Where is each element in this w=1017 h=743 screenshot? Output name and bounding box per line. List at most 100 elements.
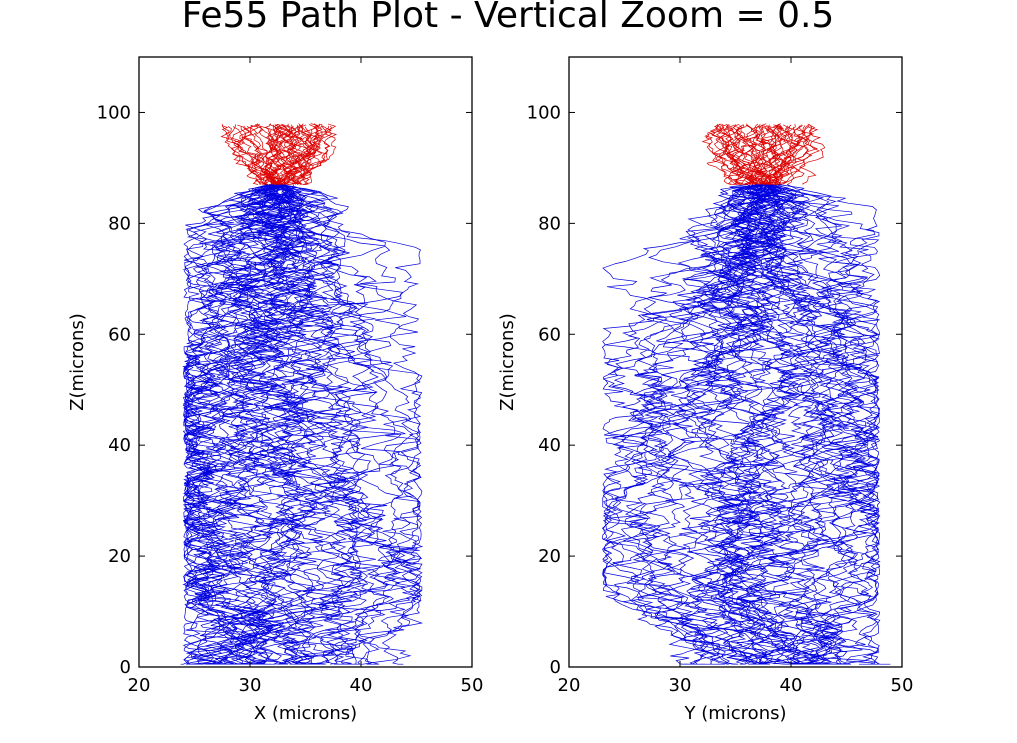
y-tick-label: 0 [550, 657, 561, 678]
red-path-trace [755, 125, 778, 185]
blue-path-trace [197, 184, 300, 665]
blue-path-trace [183, 184, 292, 665]
blue-path-trace [190, 184, 423, 665]
y-tick-label: 0 [120, 657, 131, 678]
red-path-trace [240, 126, 279, 185]
left-y-axis-label: Z(microns) [67, 313, 88, 411]
blue-path-trace [709, 184, 880, 665]
red-path-trace [255, 125, 289, 185]
x-tick-label: 50 [461, 675, 484, 696]
blue-path-trace [603, 184, 806, 665]
red-path-trace [761, 126, 775, 185]
red-path-trace [729, 124, 753, 185]
x-tick-label: 20 [128, 675, 151, 696]
blue-path-trace [603, 184, 805, 665]
red-path-trace [294, 125, 332, 185]
y-tick-label: 20 [108, 546, 131, 567]
red-path-trace [709, 124, 767, 185]
blue-path-trace [686, 184, 811, 665]
blue-path-trace [701, 184, 880, 665]
y-tick-label: 60 [108, 324, 131, 345]
blue-path-trace [183, 184, 295, 665]
red-path-trace [727, 125, 754, 185]
blue-path-trace [752, 184, 881, 665]
blue-path-trace [247, 184, 423, 665]
x-tick-label: 20 [558, 675, 581, 696]
blue-path-trace [602, 184, 881, 665]
red-path-trace [760, 124, 786, 185]
red-path-trace [755, 124, 783, 185]
blue-path-trace [183, 184, 376, 665]
blue-path-trace [186, 184, 312, 665]
red-path-trace [297, 126, 320, 185]
blue-path-trace [740, 184, 880, 665]
blue-path-trace [723, 184, 879, 665]
y-tick-label: 80 [538, 213, 561, 234]
y-tick-label: 100 [527, 102, 561, 123]
blue-path-trace [705, 184, 881, 665]
x-tick-label: 40 [780, 675, 803, 696]
blue-path-trace [691, 184, 878, 665]
blue-path-trace [237, 184, 361, 665]
red-path-trace [265, 126, 294, 185]
red-path-trace [284, 125, 304, 185]
blue-path-trace [656, 184, 795, 665]
red-path-trace [748, 125, 779, 185]
blue-path-trace [269, 184, 424, 665]
y-tick-label: 100 [97, 102, 131, 123]
blue-path-trace [207, 184, 347, 665]
blue-path-trace [228, 184, 382, 665]
red-path-trace [262, 124, 282, 185]
blue-path-trace [741, 184, 891, 665]
right-y-axis-label: Z(microns) [497, 313, 518, 411]
x-tick-label: 30 [239, 675, 262, 696]
blue-path-trace [769, 184, 880, 665]
red-path-trace [772, 124, 795, 185]
blue-path-trace [672, 184, 794, 665]
red-path-trace [715, 123, 744, 185]
blue-path-trace [182, 184, 423, 665]
blue-path-trace [183, 184, 312, 665]
red-path-trace [224, 126, 265, 185]
red-path-trace [706, 124, 745, 185]
blue-path-trace [602, 184, 770, 665]
red-path-trace [763, 124, 808, 185]
blue-path-trace [683, 184, 868, 665]
figure-title: Fe55 Path Plot - Vertical Zoom = 0.5 [182, 0, 835, 36]
blue-path-trace [182, 184, 282, 665]
left-axes-frame [138, 56, 473, 668]
blue-path-trace [182, 184, 325, 665]
red-path-trace [786, 126, 804, 185]
blue-path-trace [183, 184, 389, 665]
red-path-trace [231, 124, 259, 185]
y-tick-label: 40 [538, 435, 561, 456]
blue-path-trace [209, 184, 368, 665]
blue-path-trace [249, 184, 371, 665]
blue-path-trace [636, 184, 805, 665]
blue-path-trace [602, 184, 794, 665]
blue-path-trace [602, 184, 785, 665]
blue-path-trace [670, 184, 821, 665]
blue-path-trace [180, 184, 392, 665]
blue-path-trace [183, 184, 307, 665]
x-tick-label: 50 [891, 675, 914, 696]
red-path-trace [257, 124, 291, 185]
y-tick-label: 40 [108, 435, 131, 456]
red-path-trace [771, 124, 804, 185]
red-path-trace [755, 123, 784, 185]
blue-path-trace [751, 184, 858, 665]
red-path-trace [273, 123, 301, 185]
red-path-trace [729, 124, 754, 185]
red-path-trace [711, 124, 746, 185]
blue-path-trace [602, 184, 780, 665]
blue-path-trace [688, 184, 843, 665]
red-path-trace [221, 123, 263, 185]
blue-path-trace [731, 184, 880, 665]
blue-path-trace [607, 184, 799, 665]
blue-path-trace [183, 184, 274, 665]
x-tick-label: 30 [669, 675, 692, 696]
